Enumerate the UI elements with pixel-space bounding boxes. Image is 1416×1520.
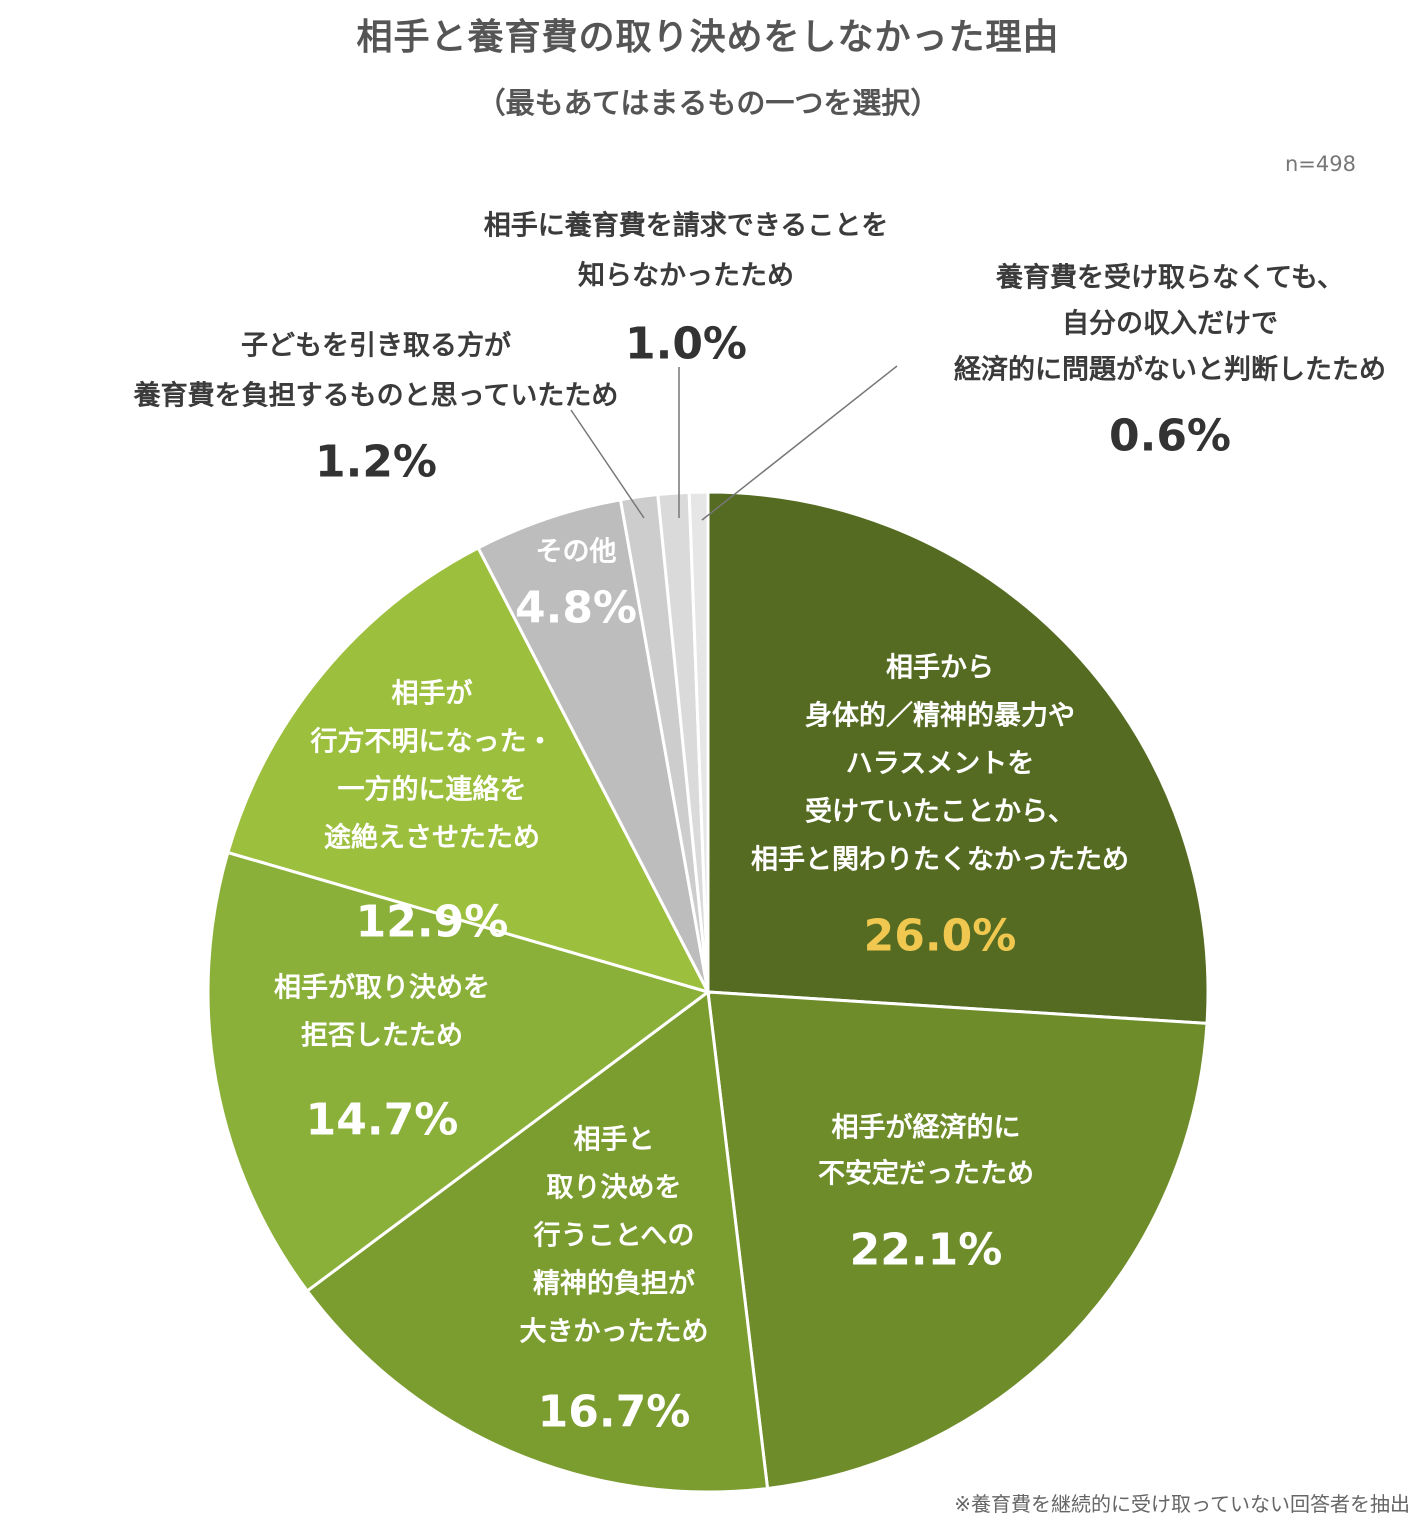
slice-label-text: 子どもを引き取る方が	[241, 330, 511, 362]
chart-subtitle: （最もあてはまるもの一つを選択）	[476, 86, 940, 120]
slice-label-text: 不安定だったため	[818, 1158, 1034, 1190]
slice-label-text: その他	[536, 537, 617, 568]
leader-lines	[570, 365, 898, 521]
slice-label-text: 相手と関わりたくなかったため	[751, 845, 1129, 876]
slice-label-text: 自分の収入だけで	[1062, 308, 1278, 340]
slice-labels: 相手から身体的／精神的暴力やハラスメントを受けていたことから、相手と関わりたくな…	[133, 210, 1386, 1438]
slice-label-text: 相手と	[574, 1125, 655, 1156]
slice-value-label: 1.0%	[625, 319, 747, 370]
slice-label-1: 相手から身体的／精神的暴力やハラスメントを受けていたことから、相手と関わりたくな…	[751, 653, 1129, 962]
pie-slice-2	[706, 990, 1209, 1491]
slice-value-label: 4.8%	[515, 583, 637, 634]
slice-label-text: 身体的／精神的暴力や	[805, 700, 1075, 732]
pie-slice-1	[706, 490, 1210, 1025]
slice-label-text: 途絶えさせたため	[324, 822, 540, 854]
slice-label-text: 取り決めを	[547, 1173, 682, 1204]
slice-label-text: 受けていたことから、	[805, 796, 1075, 828]
slice-label-text: 相手に養育費を請求できることを	[484, 210, 888, 242]
slice-label-text: 行うことへの	[533, 1220, 695, 1252]
pie-slice-5	[225, 545, 711, 995]
slice-label-text: ハラスメントを	[846, 749, 1034, 780]
slice-label-text: 精神的負担が	[533, 1268, 695, 1300]
pie-slice-3	[305, 989, 770, 1494]
slice-label-text: 一方的に連絡を	[338, 774, 527, 806]
slice-label-text: 相手が取り決めを	[274, 972, 490, 1004]
pie-slices	[206, 490, 1210, 1494]
pie-slice-4	[206, 850, 712, 1294]
slice-value-label: 26.0%	[864, 911, 1017, 962]
slice-value-label: 0.6%	[1109, 411, 1231, 462]
slice-value-label: 1.2%	[315, 437, 437, 488]
slice-label-text: 拒否したため	[301, 1021, 463, 1052]
slice-label-text: 経済的に問題がないと判断したため	[954, 354, 1386, 386]
pie-slice-9	[687, 490, 710, 993]
slice-value-label: 14.7%	[306, 1095, 459, 1146]
sample-size-label: n=498	[1285, 152, 1356, 176]
chart-title: 相手と養育費の取り決めをしなかった理由	[356, 17, 1060, 58]
footnote: ※養育費を継続的に受け取っていない回答者を抽出	[954, 1492, 1410, 1516]
slice-label-text: 相手が	[392, 678, 473, 710]
slice-value-label: 16.7%	[538, 1387, 691, 1438]
slice-label-text: 養育費を受け取らなくても、	[995, 262, 1344, 294]
slice-value-label: 12.9%	[356, 897, 509, 948]
slice-label-text: 行方不明になった・	[310, 726, 554, 758]
slice-label-text: 相手から	[886, 653, 994, 684]
slice-value-label: 22.1%	[850, 1225, 1003, 1276]
slice-label-text: 知らなかったため	[578, 261, 794, 292]
leader-line-9	[701, 365, 898, 521]
slice-label-6: その他 4.8%	[515, 537, 637, 634]
slice-label-text: 養育費を負担するものと思っていたため	[133, 380, 619, 412]
leader-line-7	[570, 409, 645, 519]
slice-label-text: 大きかったため	[520, 1317, 709, 1348]
pie-slice-6	[476, 497, 710, 993]
slice-label-text: 相手が経済的に	[832, 1112, 1021, 1144]
